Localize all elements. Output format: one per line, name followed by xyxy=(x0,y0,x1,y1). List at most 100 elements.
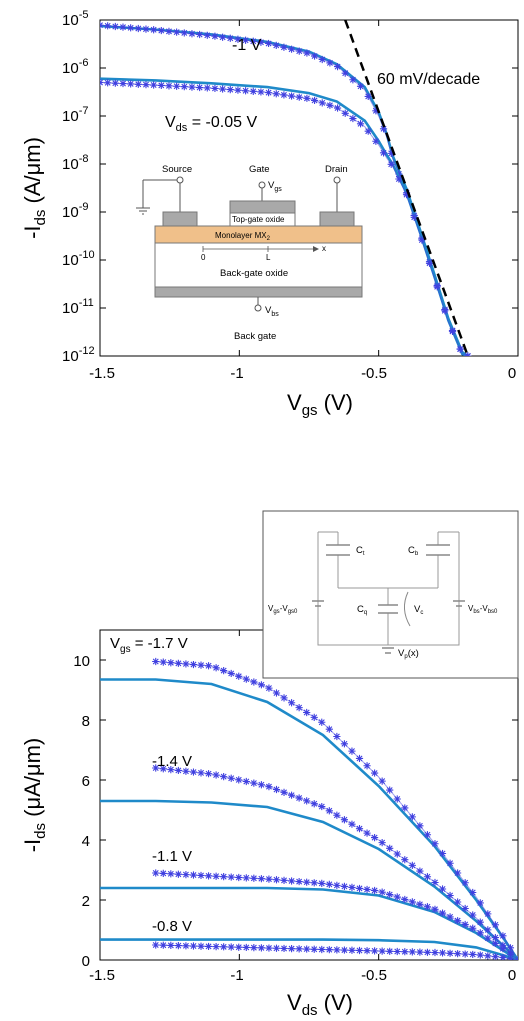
measured-point xyxy=(371,886,379,895)
measured-point xyxy=(438,949,447,957)
measured-point xyxy=(348,883,356,892)
measured-point xyxy=(272,876,281,884)
measured-point xyxy=(454,950,462,958)
measured-point xyxy=(441,307,449,315)
measured-point xyxy=(174,659,182,667)
measured-point xyxy=(310,52,319,60)
measured-point xyxy=(174,766,182,775)
measured-point xyxy=(349,76,357,84)
y-tick-label: 10-12 xyxy=(62,345,95,365)
measured-point xyxy=(134,80,142,88)
measured-point xyxy=(152,764,160,772)
x-L-label: L xyxy=(266,253,271,262)
measured-point xyxy=(448,327,457,335)
measured-point xyxy=(456,345,464,353)
measured-point xyxy=(416,867,424,875)
inset-frame xyxy=(262,510,519,679)
measured-point xyxy=(340,946,349,954)
measured-point xyxy=(100,21,104,29)
measured-point xyxy=(111,79,119,87)
measured-point xyxy=(235,873,243,882)
measured-point xyxy=(423,948,432,956)
back-gate-terminal xyxy=(254,304,262,312)
x-origin-label: 0 xyxy=(201,253,206,262)
measured-point xyxy=(326,101,334,109)
measured-point xyxy=(204,942,213,951)
measured-point xyxy=(152,869,160,877)
measured-point xyxy=(363,947,371,955)
measured-point xyxy=(303,49,311,57)
measured-point xyxy=(499,932,507,940)
measured-point xyxy=(188,30,196,38)
measured-point xyxy=(356,82,365,90)
measured-point xyxy=(454,869,462,877)
measured-point xyxy=(325,946,333,954)
measured-point xyxy=(226,34,234,42)
x-tick-label: -0.5 xyxy=(361,967,387,984)
measured-point xyxy=(446,913,454,921)
measured-point xyxy=(235,672,243,680)
top-gate-electrode xyxy=(229,200,296,214)
measured-point xyxy=(469,911,477,919)
measured-point xyxy=(349,114,357,123)
measured-point xyxy=(438,849,447,858)
measured-point xyxy=(211,32,219,40)
measured-point xyxy=(295,47,303,55)
x-axis-label: Vgs (V) xyxy=(287,390,353,419)
measured-point xyxy=(461,950,469,958)
vgs-terminal-label: Vgs xyxy=(268,180,282,193)
measured-point xyxy=(265,684,273,692)
measured-point xyxy=(333,732,341,741)
measured-point xyxy=(454,917,462,925)
measured-point xyxy=(318,718,326,726)
source-contact xyxy=(162,211,198,227)
measured-point xyxy=(219,85,227,93)
measured-point xyxy=(393,850,401,858)
measured-point xyxy=(257,875,265,883)
measured-point xyxy=(378,839,386,847)
measured-point xyxy=(197,769,205,777)
measured-point xyxy=(340,740,349,748)
measured-point xyxy=(491,939,499,948)
equivalent-circuit-inset: Ct Cb Cq Vc Vp(x) Vgs-Vgs0 Vbs-Vbs0 xyxy=(262,510,519,679)
measured-point xyxy=(220,773,228,781)
measured-point xyxy=(431,948,439,957)
measured-point xyxy=(491,921,499,929)
measured-point xyxy=(356,120,365,128)
measured-point xyxy=(280,788,288,796)
measured-point xyxy=(386,786,394,794)
measured-point xyxy=(257,944,265,952)
measured-point xyxy=(340,882,349,890)
measured-point xyxy=(142,81,150,89)
measured-point xyxy=(242,36,250,44)
measured-point xyxy=(401,948,409,956)
measured-point xyxy=(325,880,333,888)
source-terminal xyxy=(176,176,184,184)
measured-point xyxy=(393,795,401,803)
measured-point xyxy=(242,874,250,882)
measured-point xyxy=(212,771,220,779)
measured-point xyxy=(318,802,326,811)
measured-point xyxy=(100,78,104,87)
measured-point xyxy=(333,946,341,954)
measured-point xyxy=(127,80,135,88)
measured-point xyxy=(197,871,205,880)
model-curve-6 xyxy=(100,938,518,960)
measured-point xyxy=(249,37,257,45)
y-tick-label: 6 xyxy=(82,773,90,790)
measured-point xyxy=(174,942,182,950)
measured-point xyxy=(431,905,439,913)
measured-point xyxy=(272,689,281,697)
measured-point xyxy=(287,945,296,953)
measured-point xyxy=(212,943,220,951)
measured-point xyxy=(401,804,409,812)
measured-point xyxy=(234,35,242,43)
vc-label: Vc xyxy=(414,604,423,616)
y-axis-label: -Ids (A/μm) xyxy=(20,137,49,239)
measured-point xyxy=(333,811,341,819)
gate-label: Gate xyxy=(249,164,270,175)
measured-point xyxy=(303,708,311,717)
ct-label: Ct xyxy=(356,545,365,557)
device-cross-section-inset: Source Gate Drain Vgs Top-gate oxide Mon… xyxy=(136,164,363,342)
